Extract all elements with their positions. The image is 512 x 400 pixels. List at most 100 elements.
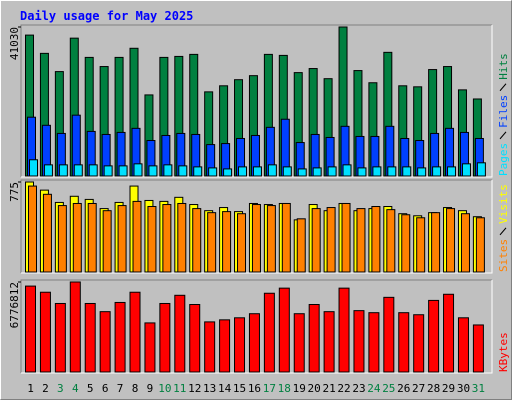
bar xyxy=(475,217,485,273)
bar xyxy=(326,207,336,273)
bar xyxy=(372,166,382,177)
bar xyxy=(219,319,231,373)
bar xyxy=(278,287,290,373)
bar xyxy=(72,202,82,273)
bar xyxy=(297,168,307,177)
bar xyxy=(293,313,305,373)
x-tick-label: 14 xyxy=(218,382,232,395)
legend-separator xyxy=(499,227,507,236)
legend-entry: Pages xyxy=(497,143,510,176)
bar xyxy=(312,167,322,177)
bar xyxy=(338,287,350,373)
x-tick-label: 16 xyxy=(248,382,261,395)
bar xyxy=(117,205,127,273)
legend-entry: Files xyxy=(497,95,510,128)
bar xyxy=(416,217,426,273)
bar xyxy=(69,281,81,373)
bar xyxy=(368,312,380,373)
bar xyxy=(356,208,366,273)
bar xyxy=(402,166,412,177)
bar xyxy=(204,321,216,373)
x-tick-label: 2 xyxy=(42,382,49,395)
bar xyxy=(398,312,410,373)
bar xyxy=(99,311,111,373)
bar xyxy=(234,317,246,373)
x-tick-label: 9 xyxy=(147,382,154,395)
legend-entry: Sites xyxy=(497,239,510,272)
panel-edge-light xyxy=(21,25,493,178)
bar xyxy=(428,299,440,373)
bar xyxy=(327,166,337,177)
panel-edge-dark xyxy=(20,24,492,177)
bar xyxy=(446,208,456,273)
y-tick-label: 775 xyxy=(8,182,21,202)
x-tick-label: 7 xyxy=(117,382,124,395)
bar xyxy=(476,162,486,177)
bar xyxy=(114,301,126,373)
bar xyxy=(251,204,261,273)
bar xyxy=(238,166,248,177)
x-tick-label: 25 xyxy=(382,382,395,395)
bar xyxy=(39,291,51,373)
x-tick-label: 18 xyxy=(278,382,291,395)
bar xyxy=(73,164,83,177)
x-tick-label: 11 xyxy=(173,382,186,395)
bar xyxy=(237,213,247,273)
bar xyxy=(174,294,186,373)
bar xyxy=(133,163,143,177)
bar xyxy=(103,165,113,177)
legend-entry: KBytes xyxy=(497,332,510,372)
bar xyxy=(132,200,142,273)
bar xyxy=(43,164,53,177)
bar xyxy=(296,218,306,273)
x-tick-label: 5 xyxy=(87,382,94,395)
x-tick-label: 13 xyxy=(203,382,216,395)
legend-separator xyxy=(499,131,507,140)
bar xyxy=(87,202,97,273)
x-tick-label: 10 xyxy=(158,382,171,395)
legend-entry: Hits xyxy=(497,53,510,80)
x-tick-label: 12 xyxy=(188,382,201,395)
bar xyxy=(417,167,427,177)
x-tick-label: 24 xyxy=(367,382,381,395)
x-tick-label: 23 xyxy=(352,382,365,395)
x-tick-label: 1 xyxy=(27,382,34,395)
x-tick-label: 21 xyxy=(322,382,335,395)
bar xyxy=(57,205,67,273)
x-tick-label: 17 xyxy=(263,382,276,395)
bar xyxy=(386,209,396,273)
bar xyxy=(401,214,411,273)
bar xyxy=(461,163,471,177)
x-tick-label: 26 xyxy=(397,382,410,395)
bar xyxy=(443,293,455,373)
bar xyxy=(353,310,365,373)
x-tick-label: 22 xyxy=(337,382,350,395)
bar xyxy=(192,208,202,273)
bar xyxy=(457,317,469,373)
bar xyxy=(208,167,218,177)
bar xyxy=(357,167,367,177)
bar xyxy=(189,304,201,373)
x-tick-label: 29 xyxy=(442,382,455,395)
x-tick-label: 20 xyxy=(308,382,321,395)
bar xyxy=(252,166,262,177)
bar xyxy=(25,285,36,373)
bar xyxy=(431,212,441,273)
x-tick-label: 15 xyxy=(233,382,246,395)
bar xyxy=(28,185,37,273)
bar xyxy=(193,166,203,177)
bar xyxy=(281,202,291,273)
bar xyxy=(148,165,158,177)
panel-edge-dark xyxy=(20,279,492,373)
bar xyxy=(267,164,277,177)
x-tick-label: 6 xyxy=(102,382,109,395)
bar xyxy=(472,324,484,373)
bar xyxy=(371,206,381,273)
bar xyxy=(58,164,68,177)
bar xyxy=(311,208,321,273)
y-tick-label: 41030 xyxy=(8,27,21,60)
x-tick-label: 4 xyxy=(72,382,79,395)
x-tick-label: 31 xyxy=(472,382,485,395)
